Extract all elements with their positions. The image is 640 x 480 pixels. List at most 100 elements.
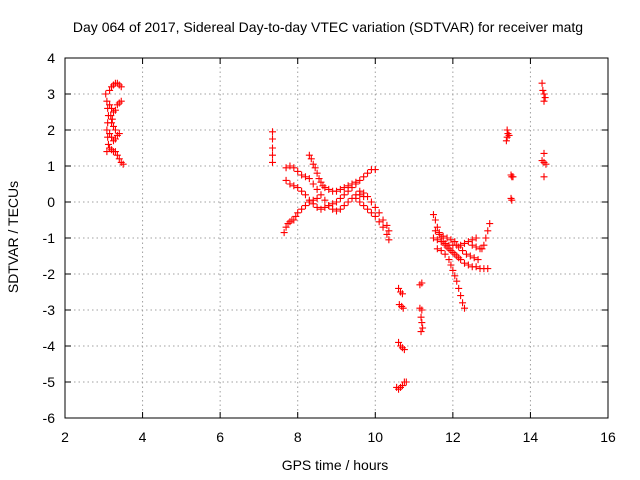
- data-point: [502, 137, 510, 145]
- y-tick-label: 0: [47, 194, 55, 210]
- data-point: [480, 241, 488, 249]
- data-point: [439, 232, 447, 240]
- data-point: [431, 216, 439, 224]
- data-point: [431, 227, 439, 235]
- y-tick-label: -3: [43, 302, 56, 318]
- data-point: [280, 229, 288, 237]
- data-point: [447, 236, 455, 244]
- data-point: [344, 198, 352, 206]
- data-point: [371, 212, 379, 220]
- y-axis-ticks: -6 -5 -4 -3 -2 -1 0 1 2 3 4: [43, 50, 608, 426]
- data-point: [115, 155, 123, 163]
- data-point: [360, 202, 368, 210]
- data-point: [433, 245, 441, 253]
- data-point: [317, 178, 325, 186]
- data-point: [462, 250, 470, 258]
- data-point: [108, 115, 116, 123]
- data-point: [333, 207, 340, 215]
- data-point: [106, 130, 114, 138]
- data-point: [111, 148, 119, 156]
- data-point: [435, 230, 443, 238]
- data-point: [325, 185, 333, 193]
- data-point: [340, 191, 348, 199]
- data-point: [540, 97, 548, 105]
- data-point: [313, 203, 321, 211]
- data-point: [356, 198, 364, 206]
- data-point: [115, 130, 123, 138]
- data-point: [119, 160, 127, 168]
- data-point: [470, 254, 478, 262]
- data-point: [364, 169, 372, 177]
- x-tick-label: 6: [216, 429, 224, 445]
- data-point: [294, 167, 302, 175]
- y-tick-label: 3: [47, 86, 55, 102]
- y-axis-label: SDTVAR / TECUs: [5, 181, 21, 293]
- data-point: [484, 265, 492, 273]
- data-point: [437, 247, 445, 255]
- data-point: [459, 299, 467, 307]
- data-point: [447, 261, 455, 269]
- data-point: [360, 189, 368, 197]
- data-point: [453, 277, 461, 285]
- data-point: [418, 319, 426, 327]
- data-point: [482, 234, 490, 242]
- data-point: [292, 212, 300, 220]
- data-point: [360, 173, 368, 181]
- data-point: [344, 182, 352, 190]
- data-point: [466, 252, 474, 260]
- data-point: [111, 135, 119, 143]
- data-point: [441, 239, 449, 247]
- data-point: [321, 203, 329, 211]
- data-point: [107, 112, 115, 120]
- data-point: [290, 164, 298, 172]
- data-point: [325, 202, 333, 210]
- data-point: [472, 263, 480, 271]
- x-tick-label: 14: [523, 429, 539, 445]
- data-point: [429, 211, 437, 219]
- data-point: [417, 313, 425, 321]
- data-point: [111, 106, 119, 114]
- data-point: [309, 180, 317, 188]
- data-point: [371, 203, 379, 211]
- data-point: [336, 185, 344, 193]
- data-point: [542, 160, 550, 168]
- data-point: [460, 259, 468, 267]
- data-point: [371, 166, 379, 174]
- x-tick-label: 2: [61, 429, 69, 445]
- data-point: [364, 193, 372, 201]
- data-point: [269, 151, 277, 159]
- data-point: [113, 151, 121, 159]
- data-point: [106, 101, 114, 109]
- data-point: [352, 194, 360, 202]
- data-point: [505, 131, 513, 139]
- data-point: [108, 133, 116, 141]
- data-point: [460, 239, 468, 247]
- data-point: [455, 284, 463, 292]
- data-point: [108, 119, 116, 127]
- data-point: [474, 256, 482, 264]
- y-tick-label: 2: [47, 122, 55, 138]
- data-point: [103, 148, 111, 156]
- data-point: [503, 126, 511, 134]
- data-point: [103, 126, 111, 134]
- data-point: [329, 205, 337, 213]
- data-point: [298, 171, 306, 179]
- data-point: [301, 173, 309, 181]
- data-point: [437, 238, 445, 246]
- y-tick-label: -5: [43, 374, 56, 390]
- data-point: [433, 223, 441, 231]
- data-point: [385, 227, 393, 235]
- data-point: [313, 185, 321, 193]
- data-point: [282, 176, 290, 184]
- data-point: [395, 338, 403, 346]
- data-point: [102, 90, 110, 98]
- data-point: [472, 243, 480, 251]
- data-point: [307, 155, 315, 163]
- data-point: [367, 209, 375, 217]
- data-point: [400, 346, 408, 354]
- data-point: [540, 173, 548, 181]
- data-point: [508, 196, 516, 204]
- data-point: [399, 304, 407, 312]
- data-point: [290, 182, 298, 190]
